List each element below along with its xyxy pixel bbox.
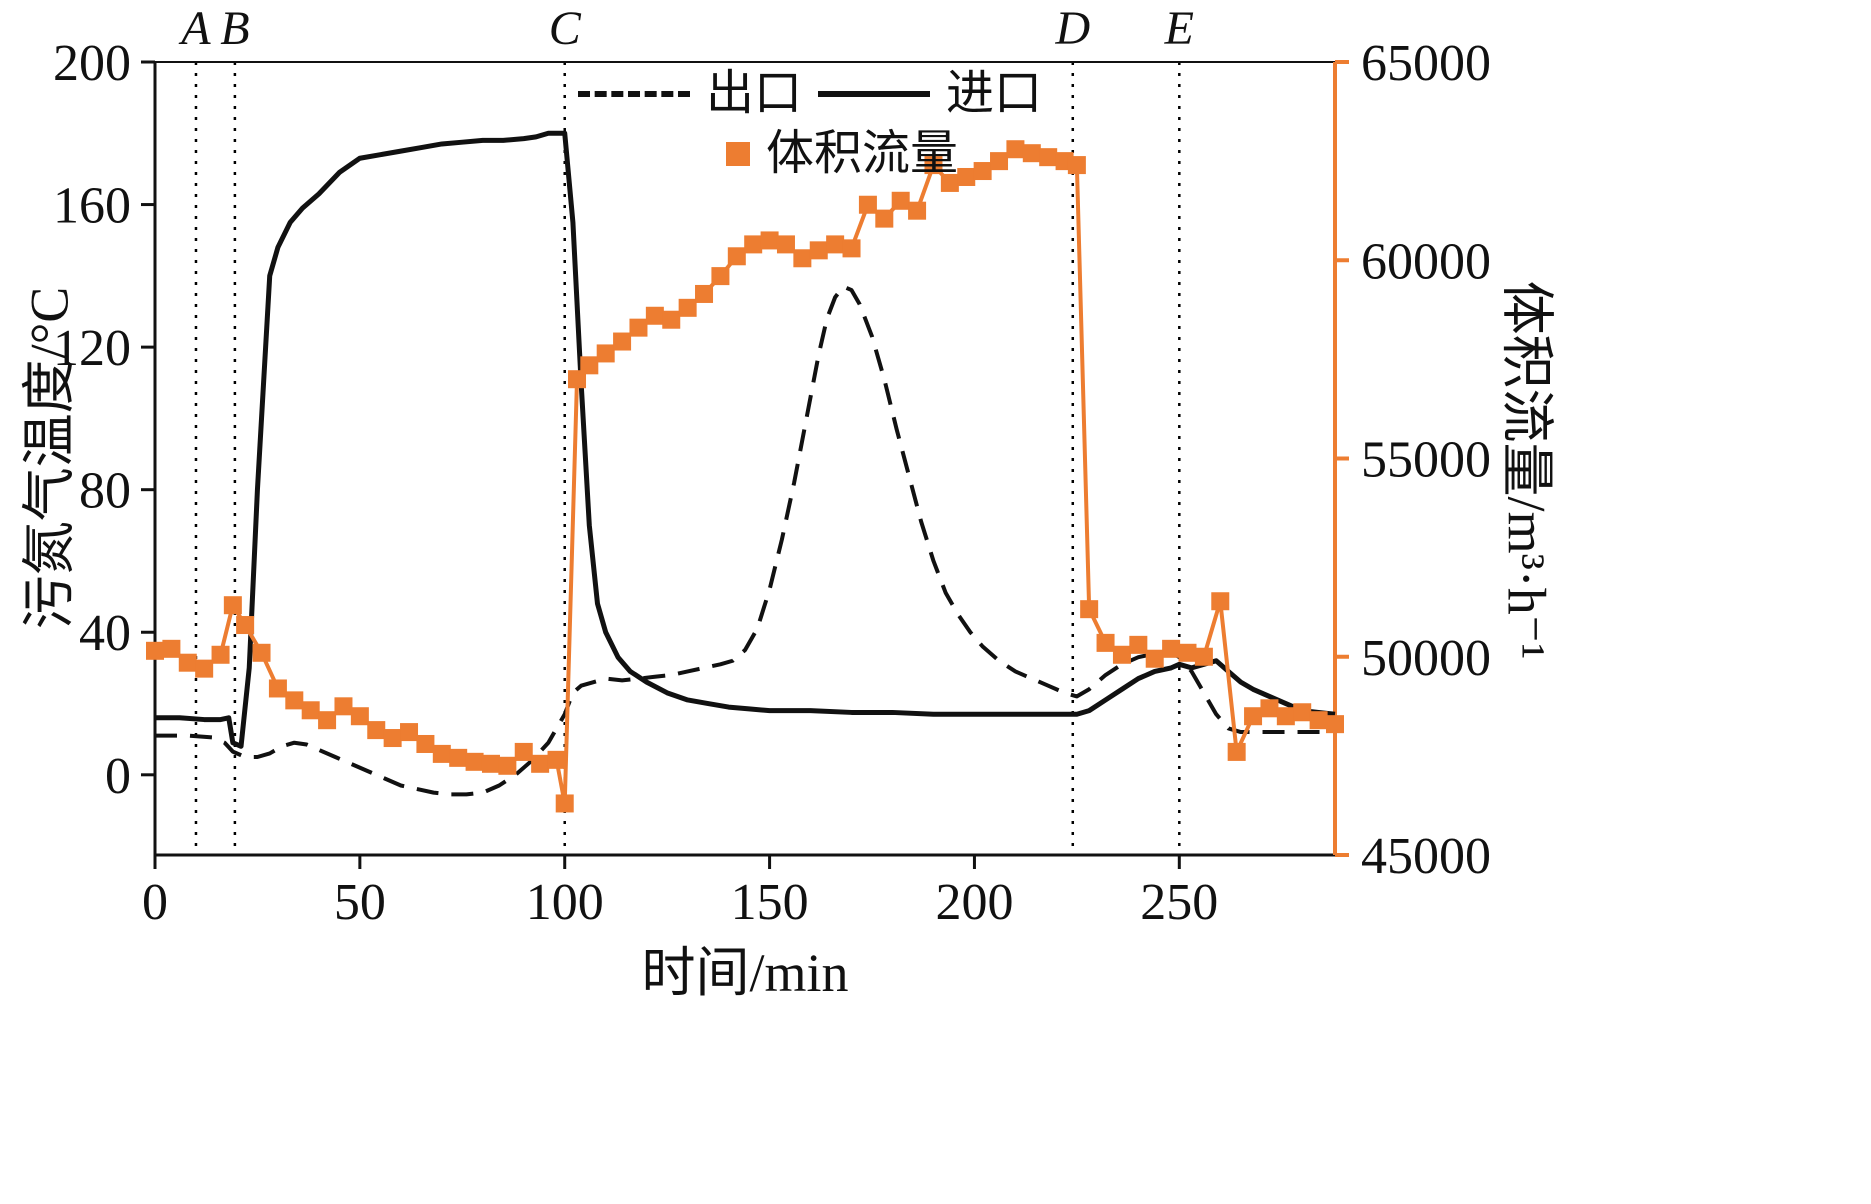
svg-text:160: 160 xyxy=(53,178,131,235)
legend-flow-square-marker xyxy=(726,142,750,166)
svg-text:200: 200 xyxy=(935,874,1013,931)
svg-text:D: D xyxy=(1054,2,1090,55)
legend-row-flow: 体积流量 xyxy=(578,124,1058,184)
svg-text:40: 40 xyxy=(79,605,131,662)
svg-text:200: 200 xyxy=(53,35,131,92)
svg-text:0: 0 xyxy=(142,874,168,931)
svg-text:65000: 65000 xyxy=(1361,35,1491,92)
svg-text:A: A xyxy=(178,2,211,55)
svg-text:E: E xyxy=(1164,2,1194,55)
svg-text:120: 120 xyxy=(53,320,131,377)
svg-text:60000: 60000 xyxy=(1361,233,1491,290)
svg-text:0: 0 xyxy=(105,748,131,805)
left-axis-title: 污氮气温度/°C xyxy=(19,286,80,630)
svg-text:100: 100 xyxy=(526,874,604,931)
legend-outlet-line-sample xyxy=(578,91,690,97)
legend: 出口 进口 体积流量 xyxy=(578,64,1058,184)
legend-inlet-label: 进口 xyxy=(946,67,1043,120)
svg-text:80: 80 xyxy=(79,463,131,520)
svg-text:50: 50 xyxy=(334,874,386,931)
legend-flow-label: 体积流量 xyxy=(766,127,959,180)
right-axis-title: 体积流量/m³·h⁻¹ xyxy=(1496,280,1557,660)
x-axis-title: 时间/min xyxy=(641,943,849,1003)
svg-text:55000: 55000 xyxy=(1361,432,1491,489)
svg-text:250: 250 xyxy=(1140,874,1218,931)
svg-text:50000: 50000 xyxy=(1361,630,1491,687)
svg-text:150: 150 xyxy=(731,874,809,931)
legend-row-temperature: 出口 进口 xyxy=(578,64,1058,124)
svg-text:45000: 45000 xyxy=(1361,828,1491,885)
svg-text:C: C xyxy=(549,2,582,55)
legend-outlet-label: 出口 xyxy=(706,67,803,120)
svg-text:B: B xyxy=(220,2,249,55)
legend-inlet-line-sample xyxy=(818,91,931,97)
